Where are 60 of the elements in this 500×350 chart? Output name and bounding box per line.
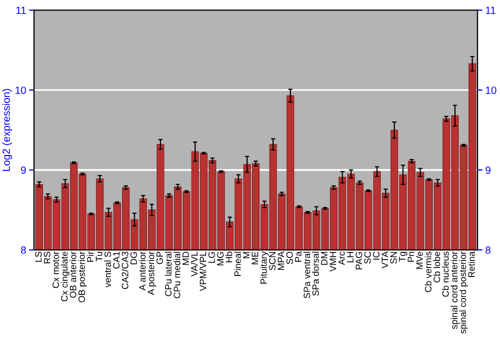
- x-tick-label: LG: [208, 252, 215, 263]
- x-tick-label: PAG: [356, 252, 362, 270]
- x-tick-label: Pa: [295, 251, 302, 262]
- y2-tick-label: 8: [486, 246, 490, 254]
- x-tick-label: Cx cingulate: [60, 252, 70, 302]
- x-tick-label: CPu lateral: [164, 252, 172, 296]
- x-tick-label: SN: [390, 252, 397, 264]
- y-axis-title: Log2 (expression): [2, 88, 12, 171]
- x-tick-label: CA1: [113, 252, 120, 269]
- x-tick-label: Pn: [408, 252, 414, 262]
- x-tick-label: A anterior: [138, 251, 146, 291]
- x-tick-label: Cx motor: [52, 251, 59, 288]
- x-tick-label: VA/VL: [190, 252, 198, 277]
- x-tick-label: DG: [130, 252, 137, 264]
- y2-tick-label: 11: [486, 6, 496, 14]
- x-tick-label: Tu: [96, 252, 102, 262]
- x-tick-label: OB anterior: [70, 251, 76, 298]
- x-tick-label: DM: [321, 252, 328, 265]
- y2-tick-label: 10: [486, 86, 496, 94]
- x-tick-label: CA2/CA3: [122, 252, 128, 290]
- x-tick-label: SC: [364, 252, 371, 264]
- x-tick-label: M: [243, 252, 250, 258]
- y-tick-label: 11: [16, 6, 26, 14]
- x-tick-label: CPu medial: [174, 252, 180, 298]
- x-tick-label: Pineal: [234, 252, 241, 276]
- x-tick-label: VTA: [382, 251, 388, 268]
- x-tick-label: MD: [182, 252, 189, 265]
- x-tick-label: spinal cord anterior: [450, 251, 460, 329]
- x-tick-label: A posterior: [148, 251, 156, 296]
- x-tick-label: Pituitary: [260, 251, 269, 284]
- x-tick-label: LH: [347, 252, 354, 262]
- x-tick-label: SCN: [269, 252, 276, 270]
- x-tick-label: MPA: [278, 251, 284, 270]
- x-tick-label: ventral S: [104, 252, 111, 288]
- y2-tick-label: 9: [486, 166, 490, 174]
- y-tick-label: 9: [21, 166, 26, 174]
- x-tick-label: Cb vermis: [424, 252, 432, 292]
- x-tick-label: Arc: [338, 252, 345, 266]
- x-tick-label: SPa ventral: [303, 252, 310, 298]
- x-tick-label: GP: [156, 252, 163, 264]
- x-tick-label: ME: [252, 252, 258, 264]
- x-tick-label: RS: [44, 252, 50, 264]
- x-tick-label: VPM/VPL: [200, 252, 206, 291]
- x-tick-label: OB posterior: [78, 251, 87, 302]
- y-tick-label: 8: [21, 246, 26, 254]
- x-tick-label: VMH: [330, 252, 336, 272]
- x-tick-label: Hb: [225, 252, 232, 262]
- x-tick-label: Cb lobe: [433, 252, 440, 282]
- x-tick-label: SPa dorsal: [312, 252, 319, 296]
- x-tick-label: IC: [372, 252, 380, 260]
- x-tick-label: MVe: [416, 252, 423, 269]
- x-tick-label: MG: [217, 252, 224, 266]
- x-tick-label: Cb nucleus: [442, 252, 449, 297]
- x-tick-label: spinal cord posterior: [459, 251, 468, 334]
- x-tick-label: SO: [286, 252, 293, 264]
- x-tick-label: Pir: [86, 251, 94, 262]
- x-tick-label: LS: [35, 252, 42, 262]
- x-tick-label: Tg: [399, 252, 408, 262]
- y-tick-label: 10: [16, 86, 26, 94]
- x-tick-label: Retina: [468, 251, 475, 278]
